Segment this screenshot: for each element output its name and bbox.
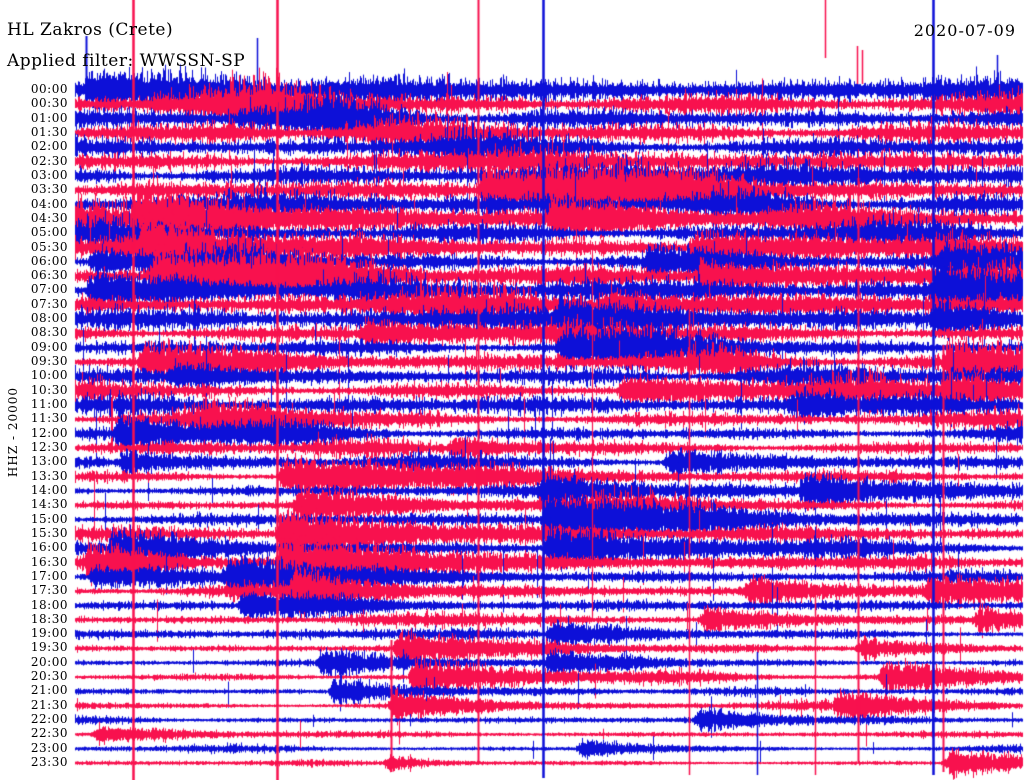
time-label: 22:00	[30, 712, 68, 727]
time-label: 06:30	[30, 268, 68, 283]
time-label: 01:30	[30, 124, 68, 139]
time-label: 07:30	[30, 296, 68, 311]
time-label: 02:30	[30, 153, 68, 168]
time-label: 10:00	[30, 368, 68, 383]
time-label: 02:00	[30, 139, 68, 154]
time-label: 20:00	[30, 654, 68, 669]
time-label: 17:30	[30, 583, 68, 598]
filter-line: Applied filter: WWSSN-SP	[7, 51, 245, 71]
time-label: 00:30	[30, 96, 68, 111]
time-label: 11:00	[30, 397, 68, 412]
time-axis: 00:00 00:30 01:00 01:30 02:00 02:30 03:00 03:30…	[0, 0, 70, 780]
time-label: 08:30	[30, 325, 68, 340]
date-label: 2020-07-09	[913, 21, 1016, 40]
time-label: 22:30	[30, 726, 68, 741]
filter-value: WWSSN-SP	[139, 51, 246, 71]
time-label: 19:30	[30, 640, 68, 655]
time-label: 07:00	[30, 282, 68, 297]
time-label: 05:00	[30, 225, 68, 240]
time-label: 08:00	[30, 311, 68, 326]
time-label: 13:30	[30, 468, 68, 483]
time-label: 03:00	[30, 167, 68, 182]
time-label: 04:00	[30, 196, 68, 211]
time-label: 18:30	[30, 611, 68, 626]
station-title: HL Zakros (Crete)	[7, 20, 174, 40]
time-label: 05:30	[30, 239, 68, 254]
time-label: 16:00	[30, 540, 68, 555]
time-label: 18:00	[30, 597, 68, 612]
time-label: 12:00	[30, 425, 68, 440]
time-label: 10:30	[30, 382, 68, 397]
time-label: 15:00	[30, 511, 68, 526]
time-label: 14:30	[30, 497, 68, 512]
time-label: 15:30	[30, 525, 68, 540]
time-label: 16:30	[30, 554, 68, 569]
time-label: 23:30	[30, 755, 68, 770]
time-label: 19:00	[30, 626, 68, 641]
time-label: 09:30	[30, 354, 68, 369]
time-label: 20:30	[30, 669, 68, 684]
time-label: 13:00	[30, 454, 68, 469]
time-label: 04:30	[30, 210, 68, 225]
time-label: 17:00	[30, 568, 68, 583]
time-label: 14:00	[30, 482, 68, 497]
time-label: 03:30	[30, 182, 68, 197]
time-label: 06:00	[30, 253, 68, 268]
time-label: 11:30	[30, 411, 68, 426]
time-label: 01:00	[30, 110, 68, 125]
time-label: 21:30	[30, 697, 68, 712]
time-label: 21:00	[30, 683, 68, 698]
time-label: 23:00	[30, 740, 68, 755]
time-label: 00:00	[30, 82, 68, 96]
time-label: 12:30	[30, 440, 68, 454]
filter-label: Applied filter:	[7, 51, 140, 71]
time-label: 09:00	[30, 339, 68, 354]
